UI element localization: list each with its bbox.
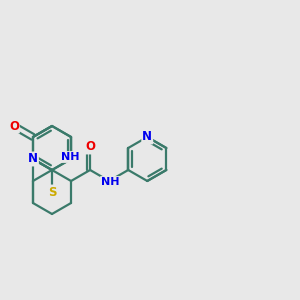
Text: N: N (28, 152, 38, 166)
Text: S: S (48, 185, 56, 199)
Text: NH: NH (101, 177, 119, 187)
Text: NH: NH (61, 152, 79, 162)
Text: N: N (142, 130, 152, 143)
Text: O: O (85, 140, 95, 154)
Text: O: O (9, 119, 19, 133)
